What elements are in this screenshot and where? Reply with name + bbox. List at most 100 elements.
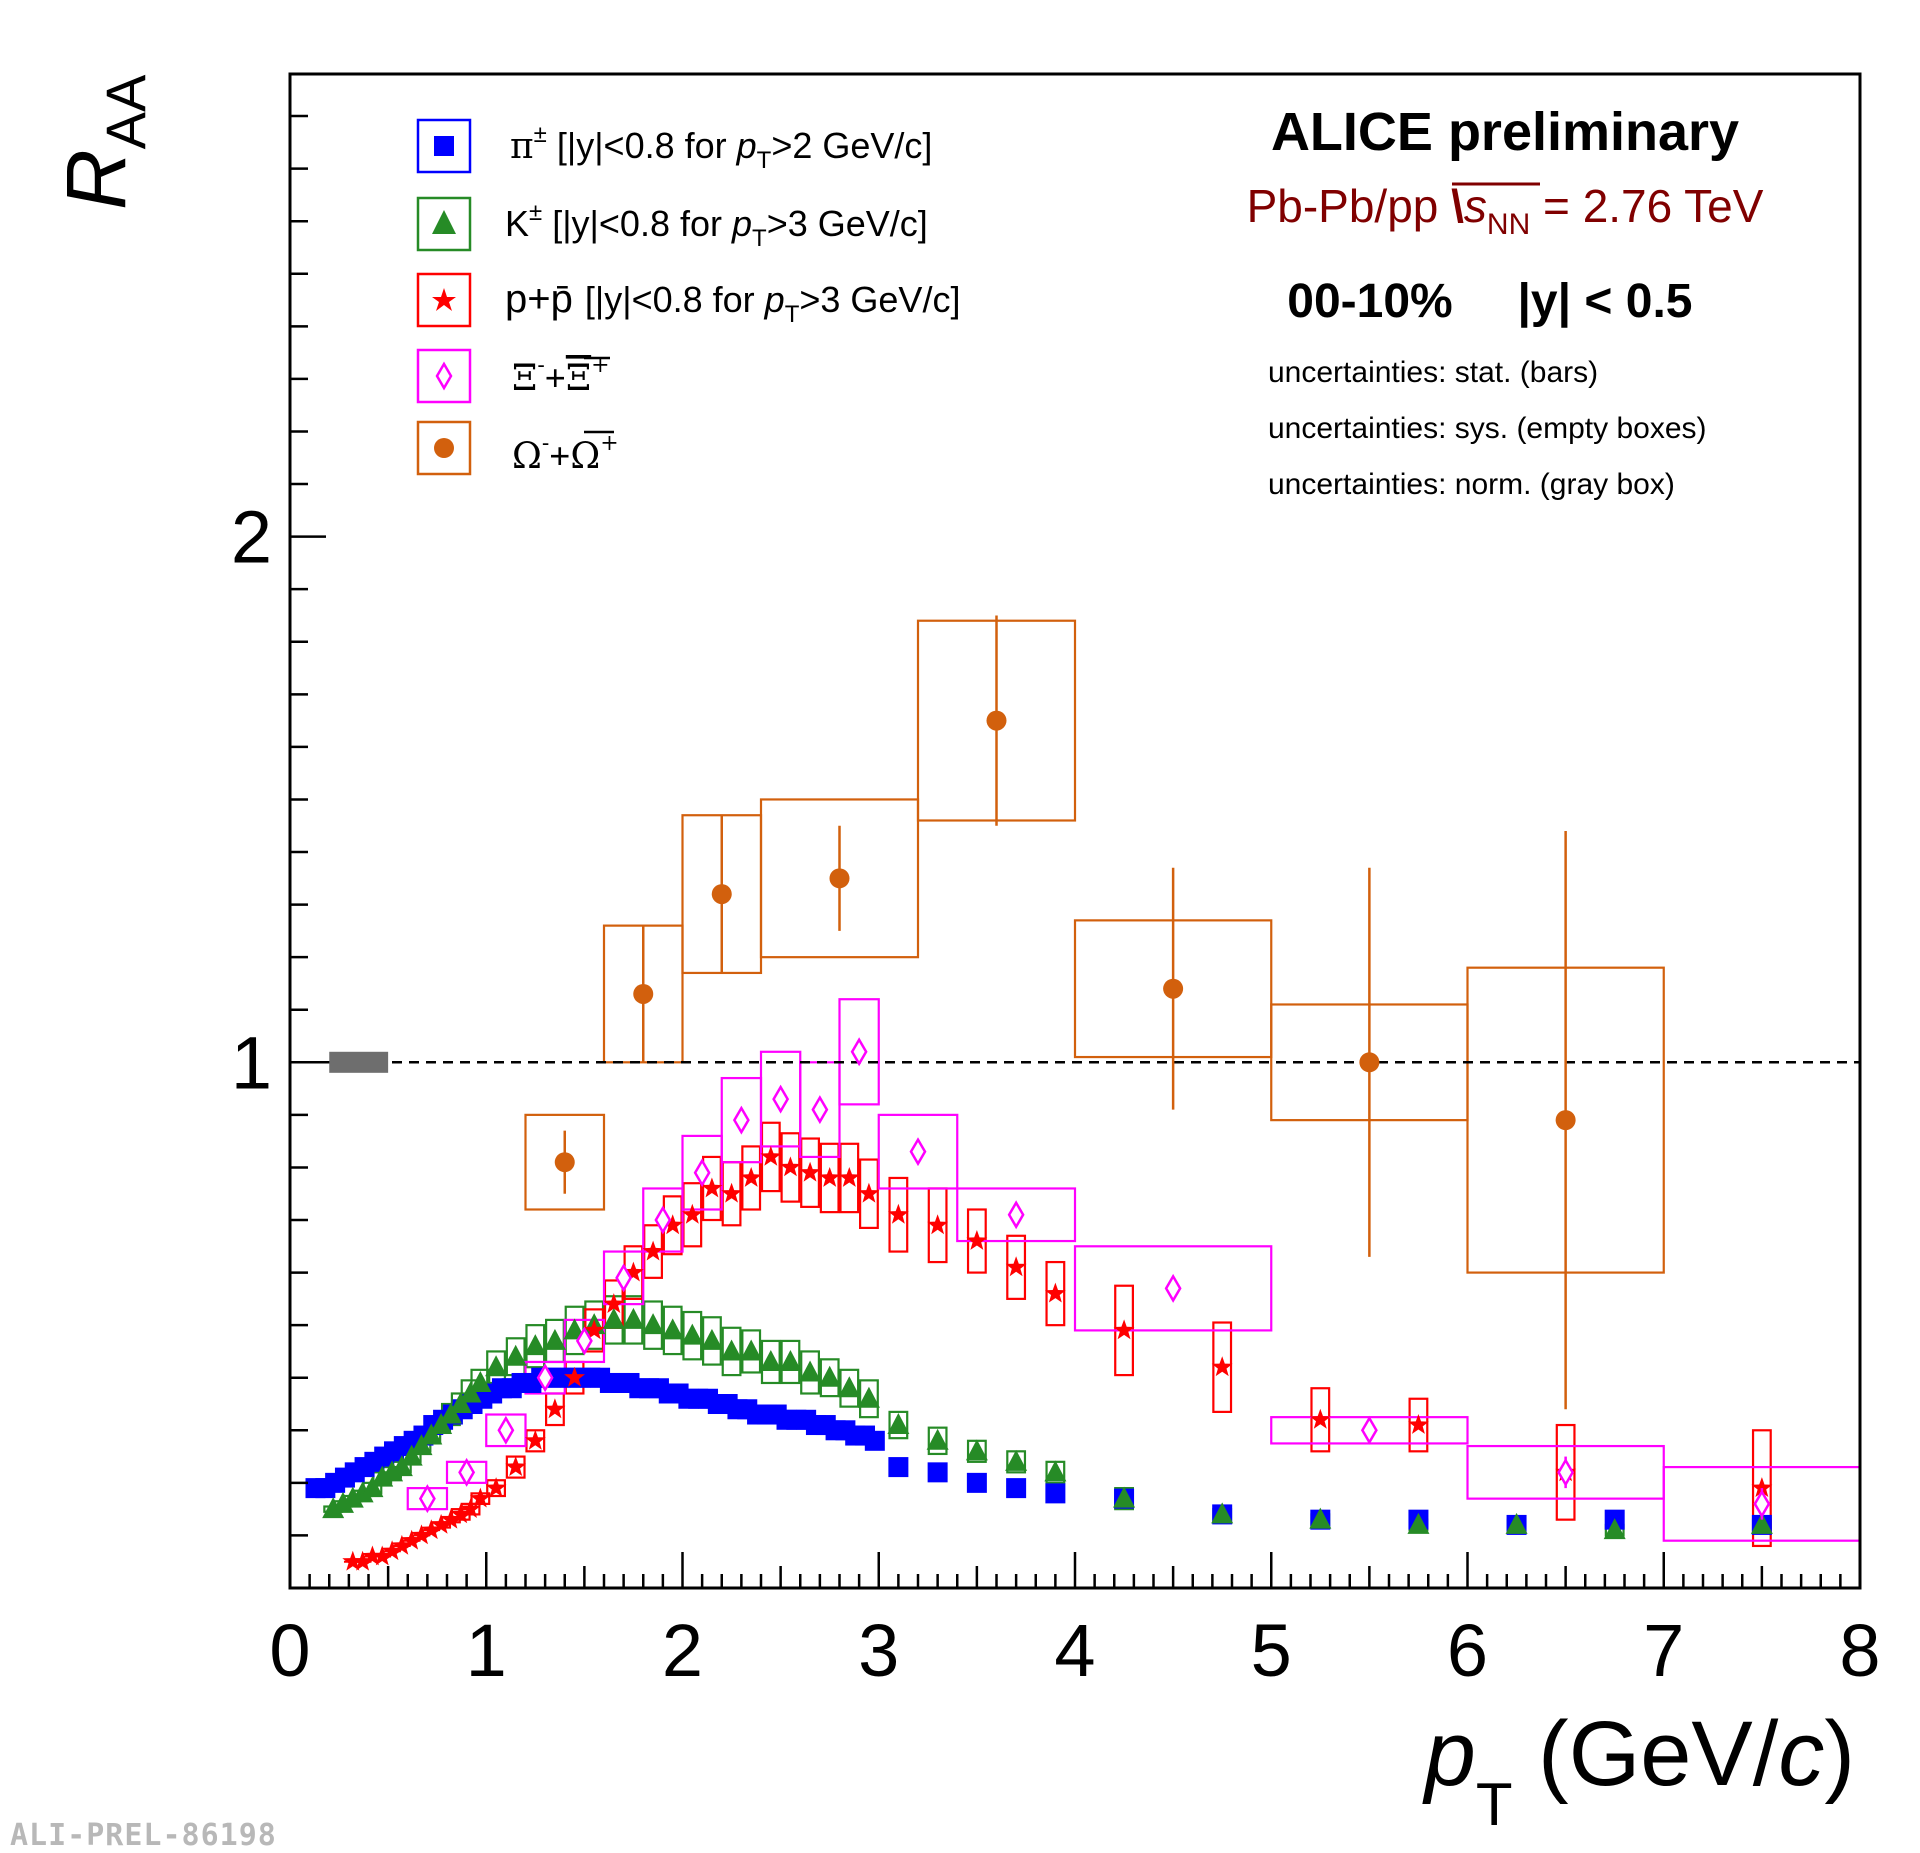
p-point (740, 1167, 762, 1187)
K-point (720, 1339, 743, 1361)
K-sys-box (760, 1339, 781, 1385)
legend-label-p: p+p̄ [|y|<0.8 for pT>3 GeV/c] (505, 277, 960, 328)
K-point (351, 1481, 374, 1503)
p-point (1211, 1356, 1233, 1377)
p-point (1751, 1477, 1773, 1497)
K-point (485, 1355, 508, 1377)
p-sys-box (859, 1158, 879, 1229)
Xi-point (497, 1415, 515, 1445)
K-point (965, 1439, 988, 1461)
K-point (622, 1307, 645, 1329)
K-point (661, 1318, 684, 1340)
legend-label-xi: Ξ-+Ξ+ (512, 353, 610, 399)
Xi-point (772, 1084, 790, 1114)
x-tick-label: 2 (662, 1609, 703, 1692)
reference-line-group (290, 1051, 1860, 1073)
K-point (759, 1349, 782, 1371)
K-point (642, 1313, 665, 1335)
p-point (858, 1182, 880, 1203)
p-point (603, 1293, 625, 1313)
K-point (390, 1455, 413, 1477)
K-point (469, 1370, 492, 1392)
K-point (818, 1365, 841, 1387)
p-point (819, 1167, 841, 1187)
K-point (459, 1381, 482, 1403)
Xi-point (654, 1205, 672, 1235)
K-point (381, 1460, 404, 1482)
watermark: ALI-PREL-86198 (10, 1818, 277, 1853)
p-point (401, 1529, 423, 1550)
chart-subtitle: Pb-Pb/pp \sNN = 2.76 TeV (1247, 180, 1764, 241)
p-point (780, 1156, 801, 1177)
x-tick-label: 3 (858, 1609, 899, 1692)
K-point (1113, 1486, 1136, 1508)
Xi-sys-box (642, 1187, 684, 1253)
p-point (701, 1177, 723, 1198)
Xi-sys-box (563, 1318, 606, 1364)
K-point (857, 1386, 880, 1408)
y-tick-label: 2 (231, 496, 272, 579)
K-point (430, 1413, 453, 1435)
p-sys-box (1045, 1260, 1066, 1327)
K-point (1211, 1502, 1234, 1524)
p-point (485, 1477, 507, 1497)
x-axis-label: pT (GeV/c) (1422, 1703, 1855, 1838)
K-sys-box (741, 1329, 762, 1374)
Omega-point (633, 983, 654, 1004)
Xi-point (536, 1363, 554, 1393)
p-sys-box (1212, 1321, 1233, 1413)
p-point (544, 1398, 566, 1419)
Xi-point (1753, 1489, 1771, 1519)
pi-point (864, 1430, 885, 1451)
Xi-point (1360, 1415, 1378, 1445)
x-tick-label: 8 (1839, 1609, 1880, 1692)
Omega-point (1163, 978, 1184, 999)
x-tick-label: 6 (1447, 1609, 1488, 1692)
K-point (1309, 1507, 1332, 1529)
Xi-point (575, 1326, 593, 1356)
legend-box-k (416, 196, 472, 252)
K-point (439, 1402, 462, 1424)
Xi-sys-box (602, 1250, 645, 1306)
K-point (1750, 1512, 1773, 1534)
K-point (887, 1413, 910, 1435)
p-sys-box (1408, 1397, 1429, 1453)
K-point (371, 1465, 394, 1487)
p-sys-box (888, 1176, 909, 1253)
p-point (721, 1182, 742, 1203)
K-point (331, 1491, 354, 1513)
p-point (1309, 1408, 1331, 1429)
p-point (887, 1203, 909, 1224)
K-point (700, 1328, 723, 1350)
K-point (410, 1434, 433, 1456)
K-point (524, 1334, 547, 1356)
p-point (583, 1319, 605, 1340)
uncertainty-note-norm: uncertainties: norm. (gray box) (1268, 468, 1675, 501)
p-point (420, 1519, 442, 1540)
p-sys-box (741, 1145, 762, 1211)
Xi-point (1164, 1273, 1182, 1303)
p-point (1044, 1282, 1066, 1303)
x-tick-label: 0 (269, 1609, 310, 1692)
K-point (740, 1339, 763, 1361)
uncertainty-note-sys: uncertainties: sys. (empty boxes) (1268, 412, 1707, 445)
legend-marker-xi (435, 361, 453, 391)
Xi-sys-box (877, 1113, 959, 1190)
y-axis-label: RAA (49, 74, 157, 210)
K-point (1603, 1518, 1626, 1540)
p-point (799, 1161, 821, 1182)
p-point (391, 1534, 413, 1555)
K-point (799, 1360, 822, 1382)
p-point (681, 1203, 703, 1224)
legend-label-pi: π± [|y|<0.8 for pT>2 GeV/c] (510, 121, 932, 174)
p-point (1005, 1256, 1027, 1277)
legend-box-pi (416, 118, 472, 174)
p-sys-box (819, 1142, 840, 1214)
K-point (1005, 1449, 1028, 1471)
p-sys-box (1310, 1387, 1331, 1453)
x-tick-label: 5 (1251, 1609, 1292, 1692)
K-sys-box (623, 1295, 644, 1345)
p-sys-box (839, 1142, 860, 1214)
p-point (342, 1550, 364, 1571)
p-sys-box (1751, 1429, 1772, 1548)
